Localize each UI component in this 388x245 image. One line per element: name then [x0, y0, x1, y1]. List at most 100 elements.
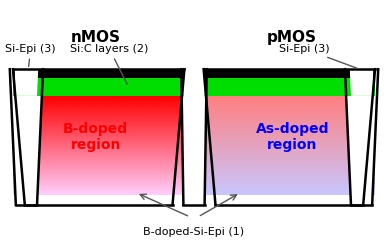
Polygon shape: [13, 194, 184, 195]
Polygon shape: [13, 139, 184, 141]
Polygon shape: [204, 121, 375, 122]
Polygon shape: [13, 122, 184, 124]
Polygon shape: [13, 141, 184, 142]
Polygon shape: [204, 124, 375, 126]
Polygon shape: [204, 146, 375, 147]
Polygon shape: [13, 102, 184, 104]
Text: B-doped-Si-Epi (1): B-doped-Si-Epi (1): [144, 227, 244, 237]
Polygon shape: [204, 117, 375, 119]
Polygon shape: [13, 142, 184, 144]
Polygon shape: [13, 108, 184, 109]
Polygon shape: [204, 101, 375, 102]
Polygon shape: [13, 129, 184, 131]
Polygon shape: [204, 116, 375, 117]
Polygon shape: [13, 146, 184, 147]
Polygon shape: [204, 182, 375, 184]
Polygon shape: [13, 190, 184, 192]
Polygon shape: [204, 144, 375, 146]
Polygon shape: [13, 170, 184, 172]
Polygon shape: [13, 117, 184, 119]
Polygon shape: [13, 104, 184, 106]
Polygon shape: [204, 106, 375, 108]
Polygon shape: [204, 141, 375, 142]
Polygon shape: [204, 179, 375, 180]
Polygon shape: [13, 134, 184, 135]
Polygon shape: [13, 179, 184, 180]
Polygon shape: [204, 129, 375, 131]
Polygon shape: [204, 192, 375, 194]
Polygon shape: [13, 180, 184, 182]
Polygon shape: [204, 154, 375, 155]
Polygon shape: [204, 169, 375, 170]
Polygon shape: [204, 162, 375, 164]
Text: Si-Epi (3): Si-Epi (3): [5, 44, 56, 66]
Polygon shape: [204, 189, 375, 190]
Polygon shape: [13, 184, 184, 185]
Polygon shape: [13, 154, 184, 155]
Polygon shape: [13, 101, 184, 102]
Polygon shape: [13, 160, 184, 162]
Polygon shape: [13, 149, 184, 150]
Polygon shape: [204, 180, 375, 182]
Polygon shape: [13, 177, 184, 179]
Polygon shape: [13, 132, 184, 134]
Polygon shape: [13, 119, 184, 121]
Polygon shape: [204, 172, 375, 174]
Polygon shape: [204, 175, 375, 177]
Polygon shape: [204, 99, 375, 101]
Polygon shape: [204, 170, 375, 172]
Polygon shape: [204, 164, 375, 165]
Polygon shape: [13, 157, 184, 159]
Polygon shape: [204, 187, 375, 189]
Polygon shape: [204, 109, 375, 111]
Polygon shape: [13, 124, 184, 126]
Text: As-doped
region: As-doped region: [255, 122, 329, 152]
Polygon shape: [204, 104, 375, 106]
Polygon shape: [13, 175, 184, 177]
Polygon shape: [13, 159, 184, 160]
Polygon shape: [204, 157, 375, 159]
Polygon shape: [204, 167, 375, 169]
Text: pMOS: pMOS: [267, 30, 317, 45]
Polygon shape: [204, 119, 375, 121]
Polygon shape: [204, 69, 375, 78]
Polygon shape: [13, 164, 184, 165]
Polygon shape: [204, 126, 375, 127]
Polygon shape: [204, 174, 375, 175]
Text: Si:C layers (2): Si:C layers (2): [70, 44, 149, 84]
Polygon shape: [13, 112, 184, 114]
Polygon shape: [204, 155, 375, 157]
Polygon shape: [15, 69, 38, 96]
Polygon shape: [13, 98, 184, 99]
Polygon shape: [204, 147, 375, 149]
Polygon shape: [13, 144, 184, 146]
Polygon shape: [13, 167, 184, 169]
Polygon shape: [13, 111, 184, 112]
Polygon shape: [345, 69, 378, 205]
Polygon shape: [13, 162, 184, 164]
Polygon shape: [13, 121, 184, 122]
Polygon shape: [13, 106, 184, 108]
Polygon shape: [204, 122, 375, 124]
Polygon shape: [204, 134, 375, 135]
Polygon shape: [350, 69, 373, 96]
Polygon shape: [13, 116, 184, 117]
Polygon shape: [204, 159, 375, 160]
Polygon shape: [13, 165, 184, 167]
Polygon shape: [204, 185, 375, 187]
Text: B-doped
region: B-doped region: [63, 122, 128, 152]
Polygon shape: [204, 190, 375, 192]
Polygon shape: [10, 69, 43, 205]
Polygon shape: [183, 69, 205, 96]
Polygon shape: [13, 126, 184, 127]
Polygon shape: [13, 78, 184, 96]
Polygon shape: [13, 189, 184, 190]
Polygon shape: [204, 114, 375, 116]
Polygon shape: [204, 149, 375, 150]
Polygon shape: [204, 98, 375, 99]
Polygon shape: [181, 69, 207, 205]
Polygon shape: [204, 165, 375, 167]
Polygon shape: [13, 150, 184, 152]
Polygon shape: [13, 187, 184, 189]
Polygon shape: [204, 112, 375, 114]
